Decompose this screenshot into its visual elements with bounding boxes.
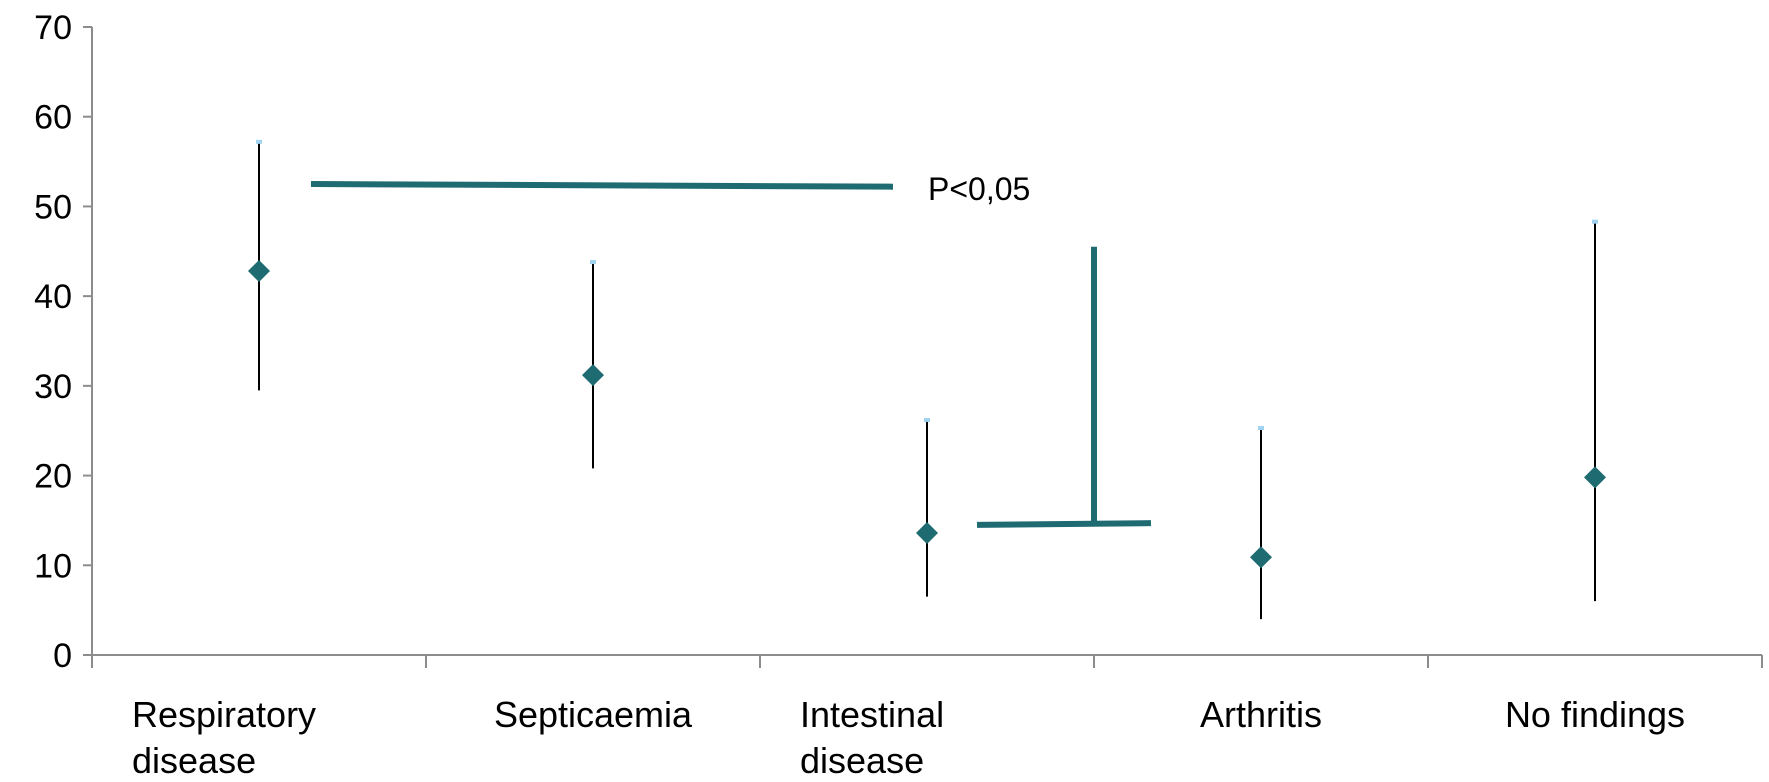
category-label: Respiratory disease xyxy=(132,694,316,781)
category-label: Arthritis xyxy=(1200,694,1322,735)
data-point xyxy=(1584,466,1606,489)
category-label: Intestinal disease xyxy=(800,694,944,781)
bracket-line xyxy=(976,520,1152,528)
y-tick-label: 30 xyxy=(34,368,72,406)
category-label-line: disease xyxy=(800,740,924,781)
data-point xyxy=(582,364,604,387)
data-point xyxy=(1250,546,1272,569)
category-label-line: Intestinal xyxy=(800,694,944,735)
y-tick-label: 60 xyxy=(34,99,72,137)
category-label-line: Respiratory xyxy=(132,694,316,735)
significance-label: P<0,05 xyxy=(928,171,1030,207)
category-label-line: Arthritis xyxy=(1200,694,1322,735)
category-label-line: disease xyxy=(132,740,256,781)
axes xyxy=(83,26,1763,668)
data-markers xyxy=(248,260,1606,569)
y-tick-labels: 0 10 20 30 40 50 60 70 xyxy=(34,9,72,675)
category-label-line: No findings xyxy=(1505,694,1685,735)
category-label: No findings xyxy=(1505,694,1685,735)
y-tick-label: 0 xyxy=(53,637,72,675)
error-bars xyxy=(256,139,1598,620)
y-tick-label: 20 xyxy=(34,458,72,496)
data-point xyxy=(248,260,270,283)
y-tick-label: 50 xyxy=(34,188,72,226)
y-tick-label: 10 xyxy=(34,547,72,585)
y-tick-label: 70 xyxy=(34,9,72,47)
significance-brackets xyxy=(310,181,1152,528)
category-label: Septicaemia xyxy=(494,694,693,735)
data-point xyxy=(916,521,938,544)
category-labels: Respiratory disease Septicaemia Intestinal d… xyxy=(132,694,1685,781)
y-tick-label: 40 xyxy=(34,278,72,316)
bracket-line xyxy=(310,181,894,190)
category-label-line: Septicaemia xyxy=(494,694,693,735)
